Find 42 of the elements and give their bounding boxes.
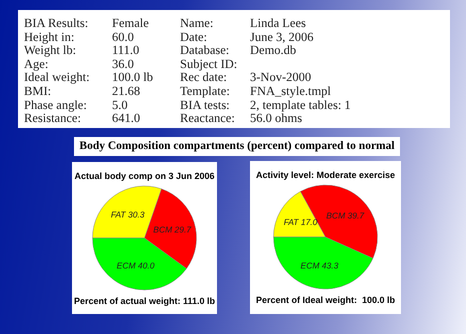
slice-label: FAT 30.3 xyxy=(110,209,145,220)
text: Age: xyxy=(24,56,48,71)
text: BMI: xyxy=(24,84,52,98)
text: Resistance: xyxy=(24,111,81,126)
text: June 3, 2006 xyxy=(250,30,314,44)
text: FNA_style.tmpl xyxy=(250,84,331,98)
chart-title: Actual body comp on 3 Jun 2006 xyxy=(73,171,216,181)
text: Body Composition compartments (percent) compared to normal xyxy=(74,137,400,155)
text: Ideal weight: xyxy=(24,70,90,84)
text: Date: xyxy=(180,30,208,44)
text: Template: xyxy=(180,84,230,98)
text: Height in: xyxy=(24,30,74,44)
text: 641.0 xyxy=(112,111,140,126)
text: Database: xyxy=(180,43,230,58)
text: Demo.db xyxy=(250,43,296,58)
chart-title: Activity level: Moderate exercise xyxy=(254,170,396,180)
text: 3-Nov-2000 xyxy=(250,70,312,84)
text: Female xyxy=(112,16,149,30)
text: 100.0 lb xyxy=(112,70,153,84)
text: BIA Results: xyxy=(24,16,88,30)
text: 21.68 xyxy=(112,84,140,98)
text: Subject ID: xyxy=(180,56,238,71)
slice-label: ECM 43.3 xyxy=(300,260,339,270)
slice-label: FAT 17.0 xyxy=(284,217,318,228)
text: Percent of Ideal weight: 100.0 lb xyxy=(254,295,396,305)
slice-label: ECM 40.0 xyxy=(116,260,155,271)
slice-label: BCM 29.7 xyxy=(153,224,192,234)
text: Name: xyxy=(180,16,214,30)
text: Percent of actual weight: 111.0 lb xyxy=(72,296,216,306)
text: 60.0 xyxy=(112,30,134,44)
slice-label: BCM 39.7 xyxy=(326,210,364,221)
text: 56.0 ohms xyxy=(250,111,302,126)
text: Linda Lees xyxy=(250,16,306,30)
text: Reactance: xyxy=(180,111,235,126)
text: Phase angle: xyxy=(24,98,87,112)
text: 2, template tables: 1 xyxy=(250,98,351,112)
text: Weight lb: xyxy=(24,43,76,58)
text: Rec date: xyxy=(180,70,227,84)
text: 36.0 xyxy=(112,56,134,71)
text: 111.0 xyxy=(112,43,140,58)
text: 5.0 xyxy=(112,98,128,112)
text: BIA tests: xyxy=(180,98,230,112)
